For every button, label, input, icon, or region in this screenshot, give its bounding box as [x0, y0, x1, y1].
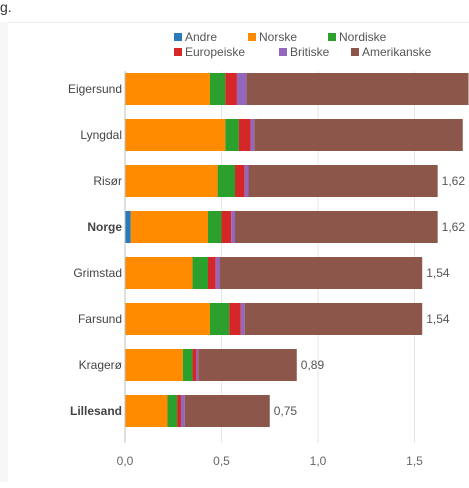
x-tick-label-3: 1,5: [406, 454, 423, 468]
bar-segment-amerikanske-6[interactable]: [198, 349, 297, 381]
bar-segment-nordiske-4[interactable]: [192, 257, 208, 289]
category-label-4: Grimstad: [73, 266, 122, 280]
bar-segment-britiske-6[interactable]: [196, 349, 199, 381]
bar-total-label-6: 0,89: [301, 358, 325, 372]
bar-segment-nordiske-6[interactable]: [182, 349, 193, 381]
bar-segment-norske-6[interactable]: [125, 349, 183, 381]
bar-segment-nordiske-0[interactable]: [209, 73, 226, 105]
category-label-1: Lyngdal: [80, 128, 122, 142]
bar-total-label-5: 1,54: [426, 312, 450, 326]
bar-segment-amerikanske-7[interactable]: [184, 395, 270, 427]
bar-segment-nordiske-3[interactable]: [207, 211, 222, 243]
bar-segment-europeiske-0[interactable]: [225, 73, 237, 105]
bar-segment-amerikanske-2[interactable]: [248, 165, 438, 197]
legend-swatch-amerikanske: [351, 48, 359, 56]
chart-card: Andre Norske Nordiske Europeiske Britiske Ame…: [8, 22, 469, 483]
legend-label-nordiske: Nordiske: [339, 30, 387, 44]
legend-label-amerikanske: Amerikanske: [362, 45, 432, 59]
bar-segment-britiske-7[interactable]: [180, 395, 185, 427]
category-label-3: Norge: [87, 220, 122, 234]
legend-swatch-nordiske: [328, 33, 336, 41]
legend-label-europeiske: Europeiske: [185, 45, 245, 59]
legend-swatch-andre: [174, 33, 182, 41]
bar-segment-britiske-1[interactable]: [250, 119, 255, 151]
page-left-edge: [0, 22, 8, 482]
bar-segment-britiske-2[interactable]: [244, 165, 249, 197]
bar-segment-nordiske-1[interactable]: [225, 119, 239, 151]
bar-segment-amerikanske-0[interactable]: [246, 73, 469, 105]
bar-segment-nordiske-7[interactable]: [167, 395, 178, 427]
legend-label-britiske: Britiske: [290, 45, 330, 59]
bar-segment-amerikanske-1[interactable]: [254, 119, 463, 151]
bar-segment-norske-2[interactable]: [125, 165, 218, 197]
bar-segment-norske-3[interactable]: [130, 211, 208, 243]
bar-segment-europeiske-5[interactable]: [229, 303, 241, 335]
legend-swatch-norske: [248, 33, 256, 41]
stacked-bar-chart: Andre Norske Nordiske Europeiske Britiske Ame…: [68, 30, 469, 468]
bar-segment-norske-7[interactable]: [125, 395, 168, 427]
category-label-0: Eigersund: [68, 82, 122, 96]
bar-segment-norske-5[interactable]: [125, 303, 210, 335]
bar-segment-europeiske-3[interactable]: [221, 211, 232, 243]
bar-segment-europeiske-1[interactable]: [238, 119, 251, 151]
category-label-6: Kragerø: [79, 358, 123, 372]
legend-label-norske: Norske: [259, 30, 297, 44]
bar-segment-europeiske-7[interactable]: [177, 395, 181, 427]
bar-segment-britiske-3[interactable]: [231, 211, 236, 243]
bar-segment-nordiske-5[interactable]: [209, 303, 230, 335]
x-tick-label-0: 0,0: [117, 454, 134, 468]
bar-total-label-4: 1,54: [426, 266, 450, 280]
bar-segment-europeiske-6[interactable]: [192, 349, 197, 381]
legend-label-andre: Andre: [185, 30, 217, 44]
page-text-fragment: g.: [0, 0, 12, 15]
legend-swatch-europeiske: [174, 48, 182, 56]
bar-segment-amerikanske-3[interactable]: [235, 211, 438, 243]
x-tick-label-2: 1,0: [310, 454, 327, 468]
bar-total-label-7: 0,75: [274, 404, 298, 418]
bar-segment-nordiske-2[interactable]: [217, 165, 236, 197]
bar-segment-britiske-4[interactable]: [215, 257, 220, 289]
bar-segment-norske-0[interactable]: [125, 73, 210, 105]
category-label-5: Farsund: [78, 312, 122, 326]
bar-segment-amerikanske-4[interactable]: [219, 257, 423, 289]
x-tick-label-1: 0,5: [213, 454, 230, 468]
bar-segment-britiske-0[interactable]: [236, 73, 247, 105]
bar-segment-europeiske-4[interactable]: [207, 257, 216, 289]
bar-total-label-2: 1,62: [442, 174, 466, 188]
category-label-7: Lillesand: [70, 404, 122, 418]
legend-swatch-britiske: [279, 48, 287, 56]
bar-segment-andre-3[interactable]: [125, 211, 131, 243]
bar-segment-norske-4[interactable]: [125, 257, 193, 289]
bar-segment-europeiske-2[interactable]: [235, 165, 245, 197]
bar-segment-amerikanske-5[interactable]: [244, 303, 423, 335]
bar-segment-britiske-5[interactable]: [240, 303, 245, 335]
category-label-2: Risør: [93, 174, 122, 188]
bar-segment-norske-1[interactable]: [125, 119, 226, 151]
bar-total-label-3: 1,62: [442, 220, 466, 234]
